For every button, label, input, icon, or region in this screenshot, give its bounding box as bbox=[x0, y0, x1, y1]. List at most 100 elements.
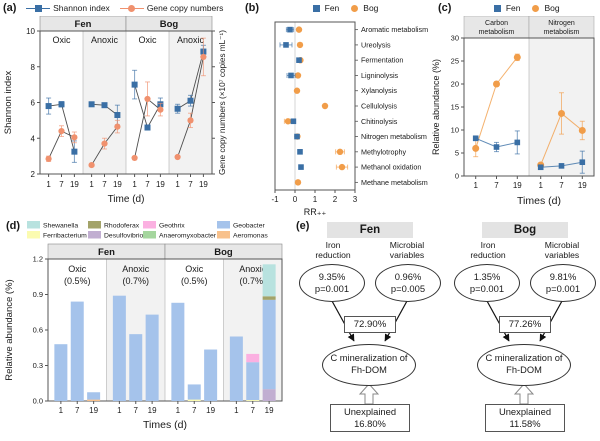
legend-item: Bog bbox=[530, 3, 560, 13]
square-marker-icon bbox=[26, 3, 51, 13]
category-label: Nitrogen metabolism bbox=[361, 132, 427, 141]
legend-label: Fen bbox=[505, 3, 521, 13]
point-fen bbox=[294, 133, 300, 140]
x-axis-label: Times (d) bbox=[517, 195, 561, 207]
y-tick-label: 0.3 bbox=[33, 361, 43, 370]
series-line bbox=[190, 56, 204, 121]
legend-item: Fen bbox=[311, 3, 339, 13]
x-tick-label: 7 bbox=[134, 406, 139, 415]
point-fen bbox=[558, 163, 565, 169]
y-axis-label: Shannon index bbox=[3, 71, 14, 135]
point-fen bbox=[283, 42, 289, 48]
x-tick-label: 1 bbox=[59, 406, 64, 415]
series-line bbox=[104, 126, 118, 144]
x-axis-label: Time (d) bbox=[108, 194, 145, 205]
y-tick-label: 1.2 bbox=[33, 255, 43, 264]
series-line bbox=[561, 113, 583, 131]
point-shannon bbox=[174, 105, 181, 112]
factor-ellipse: 0.96% p=0.005 bbox=[375, 264, 441, 302]
point-gene bbox=[200, 53, 207, 61]
point-bog bbox=[558, 109, 565, 117]
bar-segment-geobacter bbox=[145, 314, 159, 401]
x-tick-label: 1 bbox=[89, 180, 94, 189]
point-gene bbox=[174, 153, 181, 161]
point-bog bbox=[321, 102, 329, 110]
bar-segment-geobacter bbox=[246, 362, 260, 401]
condition-label: Oxic bbox=[68, 264, 87, 274]
point-shannon bbox=[88, 101, 95, 108]
factor-ellipse: 1.35% p=0.001 bbox=[454, 264, 520, 302]
x-tick-label: 19 bbox=[578, 181, 587, 190]
category-label: Methanol oxidation bbox=[361, 163, 421, 172]
point-fen bbox=[297, 149, 303, 155]
right-axis-label: Gene copy numbers (×10⁷ copies mL⁻¹) bbox=[218, 30, 227, 175]
bar-segment-shewanella bbox=[262, 264, 276, 297]
y-tick-label: 0 bbox=[455, 172, 459, 181]
circle-marker-icon bbox=[349, 3, 360, 13]
bar-segment-ferribacterium bbox=[187, 399, 201, 401]
point-fen bbox=[537, 164, 544, 171]
x-tick-label: 19 bbox=[89, 406, 98, 415]
explained-variance-box: 77.26% bbox=[499, 316, 551, 333]
series-line bbox=[496, 141, 518, 148]
x-tick-label: 1 bbox=[313, 195, 318, 204]
category-label: Aromatic metabolism bbox=[361, 25, 428, 34]
point-shannon bbox=[131, 81, 138, 88]
legend-label: Bog bbox=[544, 3, 560, 13]
panel-b-legend: Fen Bog bbox=[306, 3, 384, 13]
panel-d-chart: Shewanella Ferribacterium Rhodoferax Desulf… bbox=[4, 221, 283, 431]
condition-pct: (0.7%) bbox=[239, 276, 266, 286]
point-bog bbox=[338, 163, 346, 171]
x-tick-label: 19 bbox=[148, 406, 157, 415]
point-bog bbox=[295, 26, 303, 33]
point-bog bbox=[472, 144, 480, 152]
series-line bbox=[496, 57, 518, 85]
unexplained-label: Unexplained bbox=[343, 406, 397, 417]
bar-segment-geobacter bbox=[204, 349, 218, 401]
y-tick-label: 8 bbox=[31, 63, 36, 72]
legend-label: Desulfovibrio bbox=[104, 233, 144, 240]
condition-label: Oxic bbox=[185, 264, 204, 274]
condition-label: Oxic bbox=[53, 35, 72, 45]
panel-d-label: (d) bbox=[6, 220, 21, 232]
point-shannon bbox=[101, 102, 108, 109]
top-row: (a) Shannon index Gene copy numbers Fen Bo… bbox=[0, 0, 600, 218]
factor-value: 1.35% bbox=[473, 271, 501, 283]
series-line bbox=[190, 51, 204, 101]
legend-swatch-rhodoferax bbox=[88, 221, 101, 229]
y-tick-label: 5 bbox=[455, 149, 459, 158]
condition-label: Oxic bbox=[139, 35, 158, 45]
y-tick-label: 0.9 bbox=[33, 290, 43, 299]
factor-p: p=0.001 bbox=[545, 283, 581, 294]
site-header: Bog bbox=[214, 247, 233, 258]
sem-model-fen: Fen Iron reduction Microbial variables 9… bbox=[295, 218, 445, 436]
x-tick-label: 1 bbox=[234, 406, 239, 415]
x-tick-label: 0 bbox=[293, 195, 298, 204]
x-tick-label: 19 bbox=[156, 180, 165, 189]
point-bog bbox=[336, 148, 344, 156]
category-label: Ligninolysis bbox=[361, 71, 399, 80]
panel-e: (e) Fen Iron reduction Microbial variabl… bbox=[290, 218, 600, 436]
bar-segment-geothrix bbox=[246, 353, 260, 363]
point-bog bbox=[513, 53, 521, 61]
legend-swatch-aeromonas bbox=[217, 231, 230, 239]
x-tick-label: 3 bbox=[353, 195, 358, 204]
legend-item: Bog bbox=[349, 3, 378, 13]
x-axis-label: RR₊₊ bbox=[304, 207, 327, 217]
legend-label: Bog bbox=[363, 3, 379, 13]
panel-c-legend: Fen Bog bbox=[487, 3, 565, 13]
x-tick-label: 7 bbox=[251, 406, 256, 415]
explained-variance-box: 72.90% bbox=[344, 316, 396, 333]
section-header: metabolism bbox=[544, 29, 580, 36]
factor-title: Iron reduction bbox=[470, 240, 506, 260]
point-shannon bbox=[144, 124, 151, 131]
y-axis-label: Relative abundance (%) bbox=[4, 279, 15, 380]
point-gene bbox=[45, 155, 52, 162]
y-tick-label: 30 bbox=[451, 34, 459, 43]
bar-segment-geobacter bbox=[262, 299, 276, 390]
y-tick-label: 0.6 bbox=[33, 326, 43, 335]
point-gene bbox=[157, 106, 164, 113]
point-gene bbox=[131, 154, 138, 162]
point-shannon bbox=[187, 97, 194, 104]
